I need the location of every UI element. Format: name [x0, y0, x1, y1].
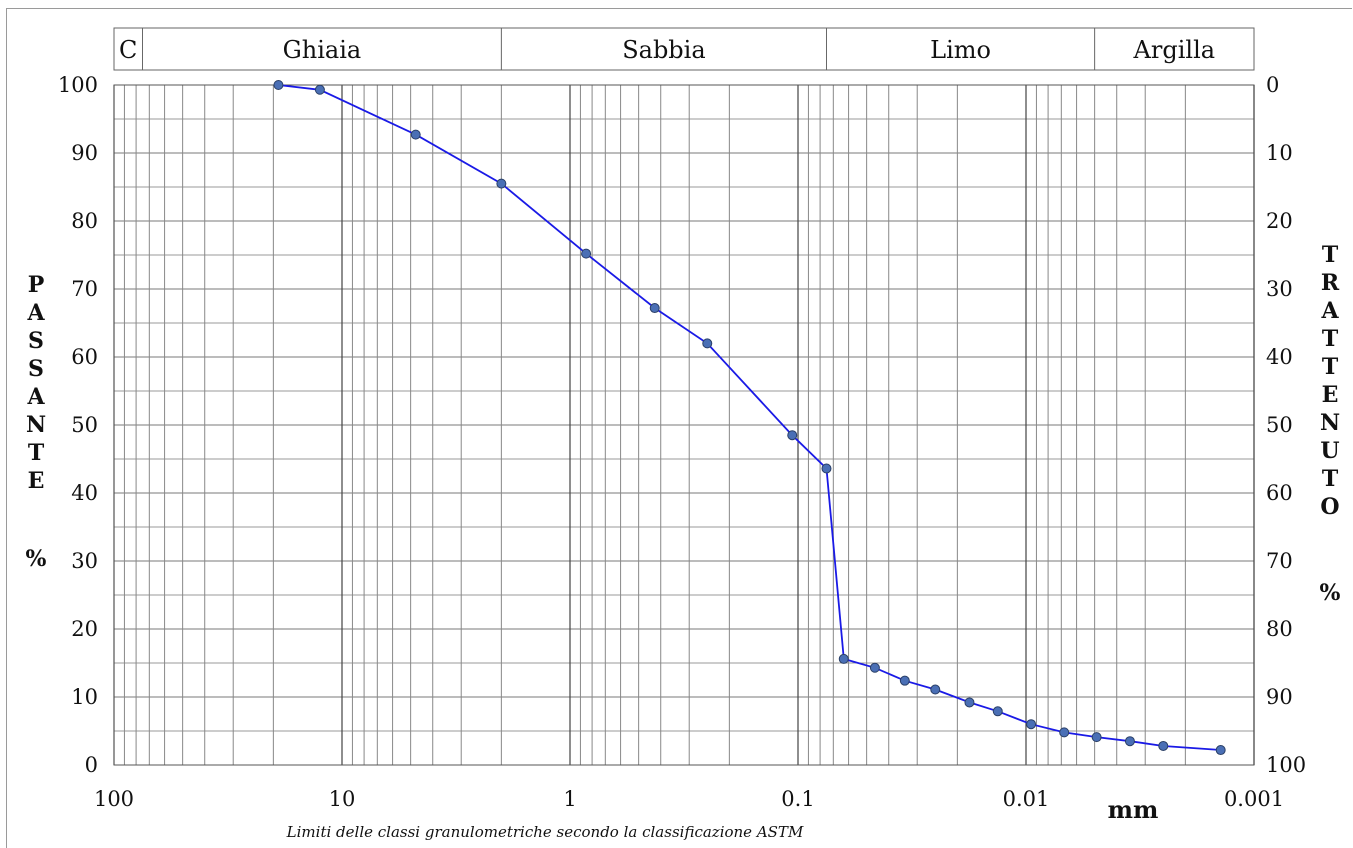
x-tick-label: 0.1	[781, 787, 814, 811]
chart-frame	[6, 8, 1352, 848]
class-header: C Ghiaia Sabbia Limo Argilla	[113, 27, 1255, 71]
x-tick-label: 10	[329, 787, 356, 811]
y-right-tick-label: 30	[1266, 277, 1293, 301]
data-point	[649, 303, 660, 314]
grid	[113, 84, 1255, 766]
y-left-tick-label: 50	[71, 413, 98, 437]
y-right-tick-label: 90	[1266, 685, 1293, 709]
ylabel-left-letter: N	[26, 412, 46, 438]
data-point	[1091, 732, 1102, 743]
ylabel-left-letter: S	[28, 356, 44, 382]
y-axis-right-label: T R A T T E N U T O %	[1320, 242, 1341, 606]
ylabel-left-letter: T	[28, 440, 45, 466]
class-label: Argilla	[1133, 36, 1216, 64]
data-point	[1026, 719, 1037, 730]
chart-caption: Limiti delle classi granulometriche seco…	[286, 823, 804, 841]
ylabel-right-letter: T	[1322, 242, 1339, 268]
data-point	[821, 463, 832, 474]
y-left-tick-label: 40	[71, 481, 98, 505]
data-series	[273, 80, 1226, 756]
y-right-tick-label: 0	[1266, 73, 1279, 97]
data-point	[930, 684, 941, 695]
plot-border	[113, 84, 1255, 766]
y-left-tick-label: 70	[71, 277, 98, 301]
data-point	[787, 430, 798, 441]
class-label: Limo	[930, 36, 991, 64]
data-point	[410, 129, 421, 140]
data-point	[838, 653, 849, 664]
ylabel-right-letter: T	[1322, 354, 1339, 380]
y-left-tick-label: 0	[85, 753, 98, 777]
ylabel-left-letter: P	[28, 272, 45, 298]
data-point	[1158, 740, 1169, 751]
ylabel-right-letter: O	[1320, 494, 1339, 520]
class-label: C	[119, 36, 137, 64]
y-left-tick-label: 80	[71, 209, 98, 233]
class-label: Sabbia	[622, 36, 705, 64]
ylabel-right-letter: A	[1320, 298, 1339, 324]
y-right-tick-label: 70	[1266, 549, 1293, 573]
y-axis-left-ticks: 0 10 20 30 40 50 60 70 80 90 100	[58, 73, 98, 777]
x-axis-ticks: 100 10 1 0.1 0.01 0.001	[94, 787, 1284, 811]
y-left-tick-label: 60	[71, 345, 98, 369]
x-axis-unit: mm	[1108, 795, 1159, 824]
ylabel-right-letter: R	[1321, 270, 1340, 296]
x-tick-label: 1	[563, 787, 576, 811]
data-point	[702, 338, 713, 349]
y-right-tick-label: 10	[1266, 141, 1293, 165]
data-point	[992, 706, 1003, 717]
ylabel-right-letter: T	[1322, 326, 1339, 352]
data-point	[496, 178, 507, 189]
ylabel-right-unit: %	[1320, 580, 1341, 606]
ylabel-left-letter: E	[28, 468, 45, 494]
y-right-tick-label: 100	[1266, 753, 1306, 777]
data-point	[964, 697, 975, 708]
data-point	[314, 84, 325, 95]
x-tick-label: 100	[94, 787, 134, 811]
class-label: Ghiaia	[283, 36, 362, 64]
ylabel-right-letter: U	[1320, 438, 1339, 464]
data-point	[1059, 727, 1070, 738]
y-right-tick-label: 40	[1266, 345, 1293, 369]
ylabel-right-letter: N	[1320, 410, 1340, 436]
data-point	[899, 675, 910, 686]
y-axis-left-label: P A S S A N T E %	[26, 272, 47, 572]
y-right-tick-label: 50	[1266, 413, 1293, 437]
x-tick-label: 0.01	[1003, 787, 1050, 811]
ylabel-left-letter: S	[28, 328, 44, 354]
y-left-tick-label: 10	[71, 685, 98, 709]
x-tick-label: 0.001	[1224, 787, 1284, 811]
y-left-tick-label: 30	[71, 549, 98, 573]
y-left-tick-label: 90	[71, 141, 98, 165]
y-right-tick-label: 80	[1266, 617, 1293, 641]
ylabel-right-letter: T	[1322, 466, 1339, 492]
ylabel-left-letter: A	[26, 384, 45, 410]
data-point	[869, 662, 880, 673]
class-header-box	[113, 27, 1255, 71]
series-line	[278, 84, 1221, 751]
data-point	[581, 248, 592, 259]
y-right-tick-label: 20	[1266, 209, 1293, 233]
ylabel-right-letter: E	[1322, 382, 1339, 408]
data-point	[1215, 745, 1226, 756]
y-left-tick-label: 100	[58, 73, 98, 97]
ylabel-left-letter: A	[26, 300, 45, 326]
ylabel-left-unit: %	[26, 546, 47, 572]
y-right-tick-label: 60	[1266, 481, 1293, 505]
y-left-tick-label: 20	[71, 617, 98, 641]
data-point	[273, 80, 284, 90]
data-point	[1124, 736, 1135, 747]
